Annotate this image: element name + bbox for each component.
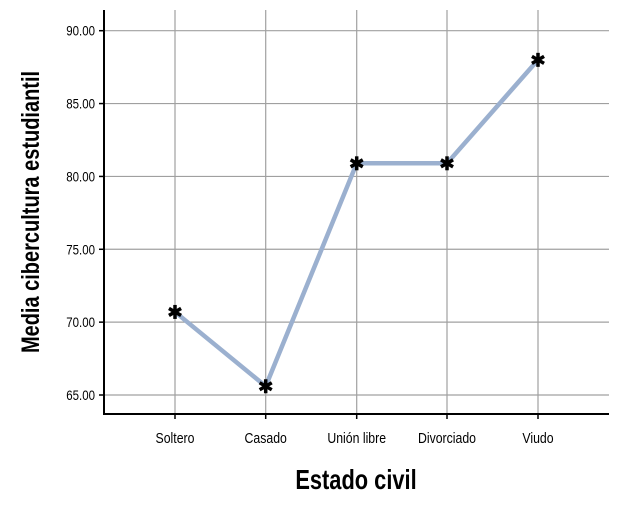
y-tick-label: 85.00 <box>66 95 95 111</box>
x-axis-title: Estado civil <box>295 464 416 495</box>
data-point-marker <box>531 52 545 67</box>
y-axis-title: Media cibercultura estudiantil <box>17 71 45 353</box>
x-tick-label: Viudo <box>522 430 554 446</box>
y-tick-label: 70.00 <box>66 314 95 330</box>
data-point-marker <box>349 156 364 171</box>
x-tick-label: Divorciado <box>418 430 476 446</box>
y-tick-label: 90.00 <box>66 23 95 39</box>
x-tick-label: Soltero <box>156 430 195 446</box>
data-point-marker <box>258 379 273 394</box>
y-tick-label: 80.00 <box>66 168 95 184</box>
x-tick-label: Unión libre <box>327 430 386 446</box>
asterisk-stroke <box>168 306 182 317</box>
y-tick-label: 75.00 <box>66 241 95 257</box>
y-tick-label: 65.00 <box>66 387 95 403</box>
asterisk-stroke <box>258 381 273 392</box>
data-point-marker <box>440 156 454 171</box>
asterisk-stroke <box>531 54 545 65</box>
data-point-marker <box>168 304 182 319</box>
x-tick-label: Casado <box>245 430 288 446</box>
asterisk-stroke <box>349 158 364 169</box>
asterisk-stroke <box>440 158 454 169</box>
